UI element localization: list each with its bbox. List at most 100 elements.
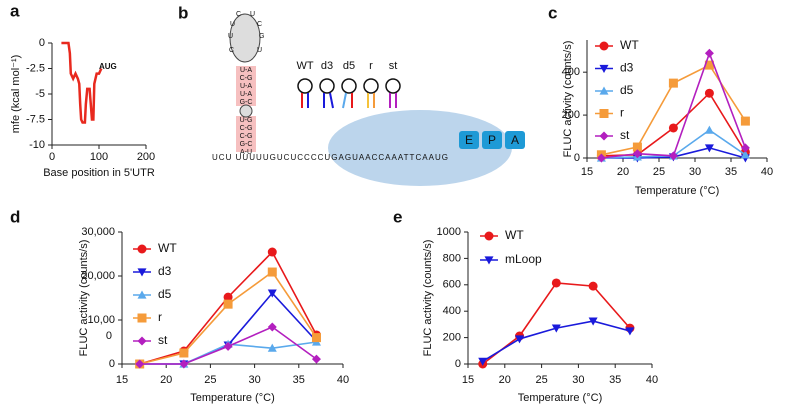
y-tick-label: 0 bbox=[109, 358, 115, 370]
diagram-b: b E P A UCU UUUUUGUCUCCCCUGAGUAACCAAATTC… bbox=[178, 3, 525, 186]
legend-marker bbox=[137, 290, 147, 299]
variant-label: WT bbox=[296, 60, 313, 72]
x-tick-label: 30 bbox=[248, 374, 260, 386]
y-tick-label: 0 bbox=[455, 358, 461, 370]
legend-label: WT bbox=[505, 228, 524, 242]
panel-label: b bbox=[178, 3, 188, 22]
legend-label: mLoop bbox=[505, 252, 542, 266]
marker bbox=[551, 278, 561, 288]
y-tick-label: 0 bbox=[39, 37, 45, 49]
marker bbox=[704, 125, 714, 134]
loop-base: U bbox=[228, 33, 233, 40]
marker bbox=[668, 151, 678, 161]
x-tick-label: 35 bbox=[609, 374, 621, 386]
loop-base: U bbox=[230, 21, 235, 28]
marker bbox=[632, 142, 642, 152]
legend-label: WT bbox=[620, 38, 639, 52]
legend-marker bbox=[484, 256, 494, 265]
loop-base: U bbox=[257, 47, 262, 54]
stem-highlight bbox=[236, 66, 256, 106]
x-tick-label: 25 bbox=[204, 374, 216, 386]
bulge bbox=[239, 104, 253, 118]
marker bbox=[668, 78, 678, 88]
y-axis-label: FLUC activity (counts/s) bbox=[78, 240, 90, 357]
x-tick-label: 25 bbox=[653, 166, 665, 178]
legend-label: WT bbox=[158, 241, 177, 255]
marker bbox=[632, 149, 642, 159]
y-tick-label: 0 bbox=[574, 152, 580, 164]
hairpin-loop bbox=[229, 13, 261, 63]
y-tick-label: -7.5 bbox=[26, 113, 45, 125]
marker bbox=[625, 327, 635, 336]
y-axis-label: FLUC activity (counts/s) bbox=[562, 41, 574, 158]
legend-label: r bbox=[620, 106, 624, 120]
loop-base: G bbox=[259, 33, 264, 40]
chart: a -10 -7.5 -5 -2.5 0 0 100 200 Base position in 5… bbox=[10, 1, 155, 178]
variant-label: st bbox=[389, 60, 398, 72]
x-tick-label: 40 bbox=[646, 374, 658, 386]
loop-base: C bbox=[257, 21, 262, 28]
stem-pair: C-G bbox=[240, 125, 253, 132]
legend-marker bbox=[137, 336, 147, 346]
x-tick-label: 35 bbox=[293, 374, 305, 386]
legend-marker bbox=[599, 86, 609, 95]
variant-stem bbox=[329, 92, 334, 109]
legend-label: d5 bbox=[158, 287, 172, 301]
marker bbox=[267, 289, 277, 298]
x-tick-label: 40 bbox=[761, 166, 773, 178]
y-axis-label: FLUC activity (counts/s) bbox=[422, 240, 434, 357]
marker bbox=[704, 144, 714, 153]
panel-label: e bbox=[393, 207, 402, 226]
legend-label: d3 bbox=[158, 264, 172, 278]
stem-pair: C-G bbox=[240, 133, 253, 140]
x-tick-label: 15 bbox=[462, 374, 474, 386]
variant-loop bbox=[319, 78, 335, 94]
x-axis-label: Temperature (°C) bbox=[518, 392, 602, 404]
annotation: AUG bbox=[99, 62, 117, 71]
site-label: A bbox=[511, 133, 519, 147]
marker bbox=[223, 292, 233, 302]
site-box bbox=[482, 131, 502, 149]
series-line bbox=[61, 41, 103, 124]
marker bbox=[267, 247, 277, 257]
x-tick-label: 20 bbox=[617, 166, 629, 178]
variant-label: d3 bbox=[321, 60, 333, 72]
x-tick-label: 200 bbox=[137, 151, 155, 163]
series-line bbox=[482, 282, 631, 365]
loop-base: U bbox=[250, 11, 255, 18]
marker bbox=[311, 333, 321, 343]
marker bbox=[588, 317, 598, 326]
marker bbox=[267, 343, 277, 352]
marker bbox=[551, 324, 561, 333]
site-label: E bbox=[465, 133, 473, 147]
x-tick-label: 20 bbox=[160, 374, 172, 386]
marker bbox=[704, 48, 714, 58]
y-tick-label: 1000 bbox=[437, 226, 461, 238]
loop-base: C bbox=[236, 11, 241, 18]
marker bbox=[267, 322, 277, 332]
x-axis-label: Temperature (°C) bbox=[635, 185, 719, 197]
site-box bbox=[459, 131, 479, 149]
x-tick-label: 30 bbox=[572, 374, 584, 386]
legend-marker bbox=[137, 268, 147, 277]
stem-pair: U-A bbox=[240, 83, 252, 90]
legend-marker bbox=[599, 131, 609, 141]
marker bbox=[704, 60, 714, 70]
x-tick-label: 15 bbox=[116, 374, 128, 386]
ribosome bbox=[328, 110, 512, 186]
legend-label: st bbox=[620, 128, 630, 142]
y-tick-label: 600 bbox=[443, 279, 461, 291]
stem-pair: C-G bbox=[240, 75, 253, 82]
marker bbox=[223, 299, 233, 309]
y-tick-label: -5 bbox=[35, 88, 45, 100]
x-axis-label: Base position in 5'UTR bbox=[43, 167, 155, 179]
stem-pair: U-A bbox=[240, 91, 252, 98]
x-tick-label: 0 bbox=[49, 151, 55, 163]
marker bbox=[179, 359, 189, 369]
y-tick-label: 200 bbox=[562, 109, 580, 121]
y-tick-label: 20,000 bbox=[81, 270, 115, 282]
variant-loop bbox=[363, 78, 379, 94]
panel-label: c bbox=[548, 3, 557, 22]
stem-pair: U-A bbox=[240, 67, 252, 74]
